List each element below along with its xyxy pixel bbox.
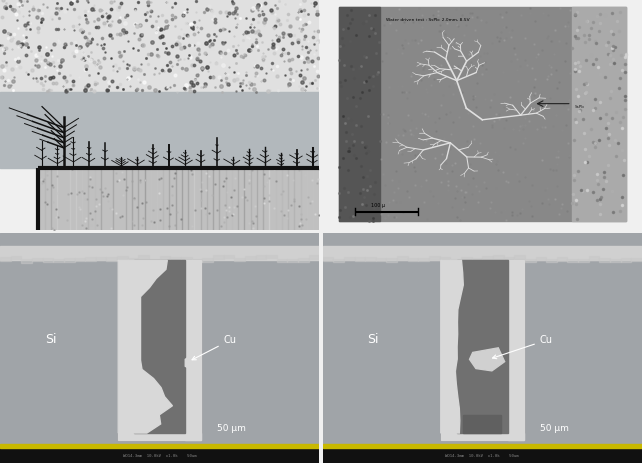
Bar (631, 257, 642, 261)
Text: SsPb: SsPb (575, 105, 585, 109)
Bar (397, 257, 408, 260)
Bar (181, 257, 191, 260)
Bar (456, 260, 508, 433)
Text: 50 µm: 50 µm (540, 424, 569, 433)
Bar (202, 258, 213, 262)
Bar (557, 257, 568, 261)
Bar (338, 7, 626, 221)
Bar (21, 259, 32, 263)
Bar (213, 256, 223, 259)
Bar (508, 260, 524, 440)
Bar (419, 258, 429, 262)
Text: WD14.3mm  10.0kV  x1.0k    50um: WD14.3mm 10.0kV x1.0k 50um (123, 454, 196, 458)
Bar (85, 257, 96, 261)
Bar (134, 260, 186, 433)
Text: Cu: Cu (492, 335, 553, 359)
Text: Cu: Cu (192, 335, 236, 360)
Bar (186, 260, 201, 440)
Bar (440, 257, 451, 260)
Bar (578, 258, 589, 262)
Bar (354, 257, 365, 261)
Bar (32, 258, 42, 261)
Bar (118, 433, 201, 440)
Bar (74, 257, 85, 261)
Text: 100 µ: 100 µ (370, 203, 385, 208)
Bar (277, 259, 288, 262)
Bar (0, 448, 319, 463)
Bar (298, 258, 309, 262)
Bar (245, 256, 256, 259)
Bar (338, 7, 380, 221)
Bar (333, 259, 344, 263)
Polygon shape (441, 260, 464, 433)
Polygon shape (469, 348, 505, 371)
Bar (610, 259, 621, 262)
Bar (139, 255, 149, 258)
Bar (344, 257, 354, 260)
Bar (386, 258, 397, 262)
Bar (408, 258, 419, 261)
Bar (463, 415, 501, 433)
Bar (482, 256, 493, 259)
Bar (42, 258, 53, 262)
Bar (589, 257, 600, 260)
Bar (0, 246, 319, 260)
Bar (322, 444, 642, 448)
Bar (234, 258, 245, 261)
Bar (546, 259, 557, 263)
Bar (149, 259, 160, 263)
Bar (535, 257, 546, 260)
Bar (451, 258, 461, 262)
Bar (503, 257, 514, 260)
Bar (64, 258, 74, 262)
Bar (128, 258, 139, 262)
Bar (117, 256, 128, 259)
Bar (621, 258, 631, 262)
Text: 50 µm: 50 µm (217, 424, 246, 433)
Bar (39, 168, 319, 231)
Bar (288, 259, 298, 263)
Bar (0, 92, 39, 168)
Text: Si: Si (45, 333, 56, 346)
Bar (223, 255, 234, 258)
Bar (96, 257, 107, 260)
Text: Water driven test : SsPb: 2.0mm, 8.5V: Water driven test : SsPb: 2.0mm, 8.5V (386, 18, 470, 22)
Bar (429, 257, 440, 260)
Bar (441, 433, 524, 440)
Bar (322, 257, 333, 261)
Bar (191, 258, 202, 262)
Bar (441, 260, 524, 440)
Bar (39, 92, 319, 168)
Bar (514, 255, 525, 259)
Bar (0, 444, 319, 448)
Bar (309, 255, 319, 258)
Bar (322, 448, 642, 463)
Bar (493, 255, 503, 259)
Bar (472, 258, 482, 262)
Bar (0, 0, 319, 92)
Polygon shape (186, 355, 198, 371)
Bar (160, 256, 170, 260)
Bar (256, 255, 266, 258)
Bar (11, 256, 21, 259)
Bar (107, 257, 117, 261)
Bar (0, 257, 11, 261)
Bar (572, 7, 626, 221)
Text: WD14.3mm  10.0kV  x1.0k    50um: WD14.3mm 10.0kV x1.0k 50um (446, 454, 519, 458)
Bar (568, 259, 578, 262)
Polygon shape (118, 260, 173, 433)
Bar (365, 257, 376, 261)
Bar (525, 259, 535, 262)
Bar (118, 260, 201, 440)
Bar (53, 259, 64, 262)
Bar (266, 255, 277, 258)
Bar (461, 257, 472, 260)
Bar (600, 258, 610, 262)
Bar (376, 257, 386, 261)
Text: Si: Si (367, 333, 379, 346)
Bar (170, 257, 181, 261)
Bar (322, 246, 642, 260)
